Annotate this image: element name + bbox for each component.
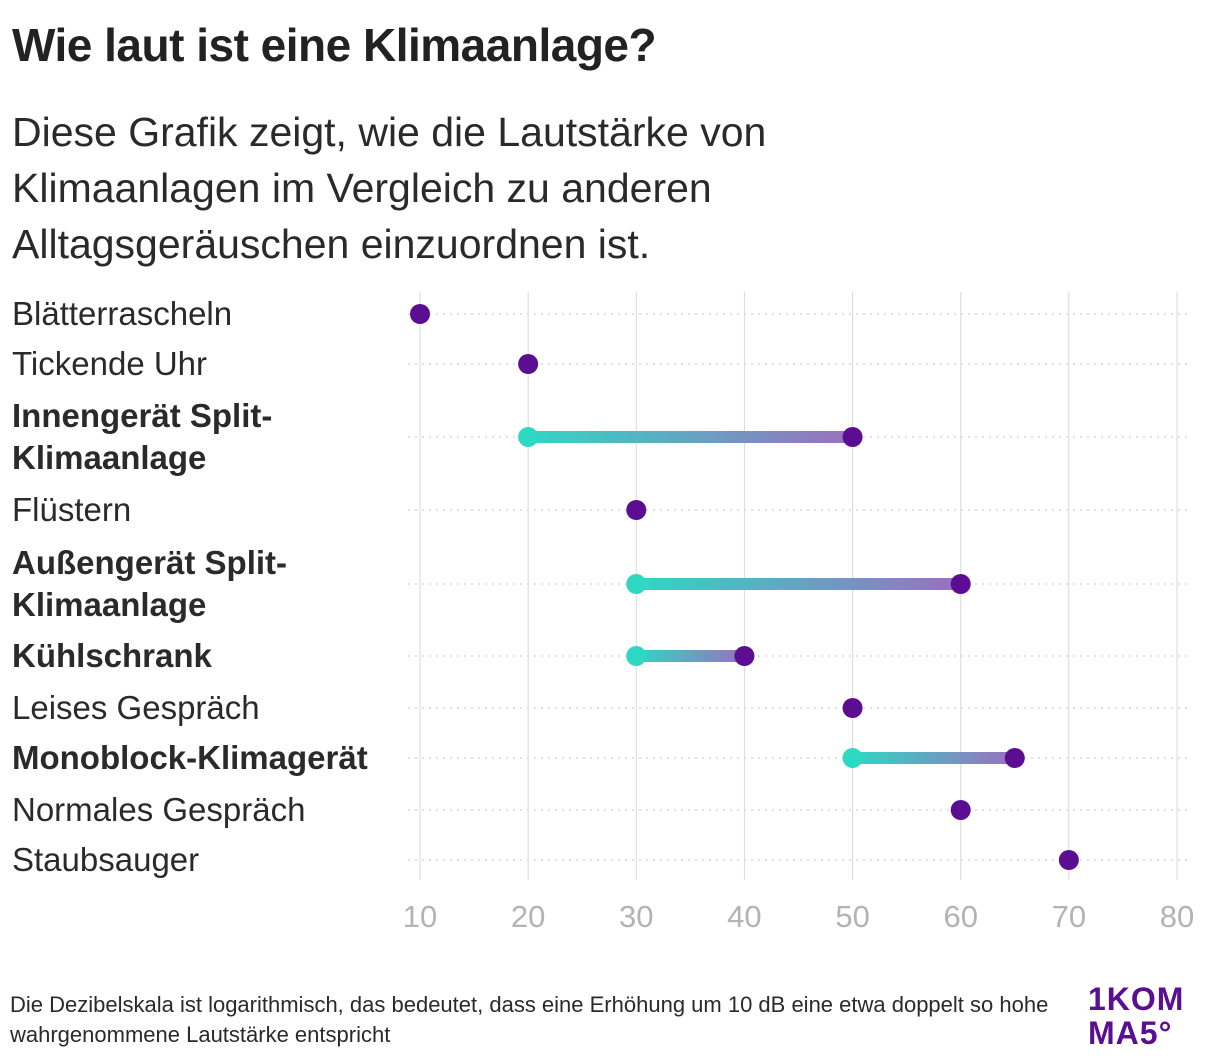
row-label-line: Außengerät Split- — [12, 544, 288, 581]
row-label: Tickende Uhr — [12, 343, 207, 385]
row-label-line: Flüstern — [12, 491, 132, 528]
row-label: Staubsauger — [12, 839, 199, 881]
data-point — [842, 698, 863, 718]
range-end-point — [842, 427, 863, 447]
data-point — [410, 304, 430, 324]
row-label-line: Monoblock-Klimagerät — [12, 739, 368, 776]
range-bar — [852, 752, 1015, 764]
x-tick-label: 40 — [727, 899, 761, 934]
x-axis-ticks: 10 20 30 40 50 60 70 80 — [403, 899, 1194, 934]
row-label-line: Kühlschrank — [12, 637, 212, 674]
brand-logo: 1KOM MA5° — [1088, 982, 1208, 1050]
range-bar — [636, 650, 745, 662]
row-label: Flüstern — [12, 489, 131, 531]
row-label: Blätterrascheln — [12, 293, 232, 335]
range-bar — [528, 431, 853, 443]
row-label: Außengerät Split- Klimaanlage — [12, 542, 287, 626]
x-tick-label: 30 — [619, 899, 653, 934]
chart-subtitle: Diese Grafik zeigt, wie die Lautstärke v… — [12, 109, 767, 267]
x-tick-label: 50 — [835, 899, 869, 934]
footnote: Die Dezibelskala ist logarithmisch, das … — [10, 992, 1049, 1047]
range-start-point — [842, 748, 863, 768]
chart-title: Wie laut ist eine Klimaanlage? — [12, 19, 657, 71]
range-end-point — [950, 574, 971, 594]
row-label-line: Leises Gespräch — [12, 689, 260, 726]
row-label-line: Innengerät Split- — [12, 397, 273, 434]
range-bar — [636, 578, 961, 590]
row-label-line: Tickende Uhr — [12, 345, 208, 382]
row-label-line: Normales Gespräch — [12, 791, 306, 828]
data-point — [950, 800, 971, 820]
chart-marks — [410, 304, 1079, 870]
data-point — [518, 354, 539, 374]
row-label: Innengerät Split- Klimaanlage — [12, 395, 272, 479]
data-point — [1058, 850, 1079, 870]
dumbbell-chart: 10 20 30 40 50 60 70 80 — [403, 292, 1194, 934]
x-tick-label: 70 — [1052, 899, 1086, 934]
row-label: Monoblock-Klimagerät — [12, 737, 368, 779]
row-label-line: Klimaanlage — [12, 439, 207, 476]
logo-line-2: MA5° — [1088, 1015, 1173, 1051]
range-start-point — [518, 427, 539, 447]
x-tick-label: 60 — [943, 899, 977, 934]
range-end-point — [734, 646, 755, 666]
logo-line-1: 1KOM — [1088, 981, 1185, 1017]
x-tick-label: 20 — [511, 899, 545, 934]
row-label: Kühlschrank — [12, 635, 212, 677]
x-tick-label: 10 — [403, 899, 437, 934]
row-label: Leises Gespräch — [12, 687, 260, 729]
range-end-point — [1004, 748, 1025, 768]
x-tick-label: 80 — [1160, 899, 1194, 934]
row-label-line: Blätterrascheln — [12, 295, 233, 332]
data-point — [626, 500, 647, 520]
row-label-line: Staubsauger — [12, 841, 200, 878]
range-start-point — [626, 646, 647, 666]
row-label: Normales Gespräch — [12, 789, 305, 831]
row-label-line: Klimaanlage — [12, 586, 207, 623]
range-start-point — [626, 574, 647, 594]
